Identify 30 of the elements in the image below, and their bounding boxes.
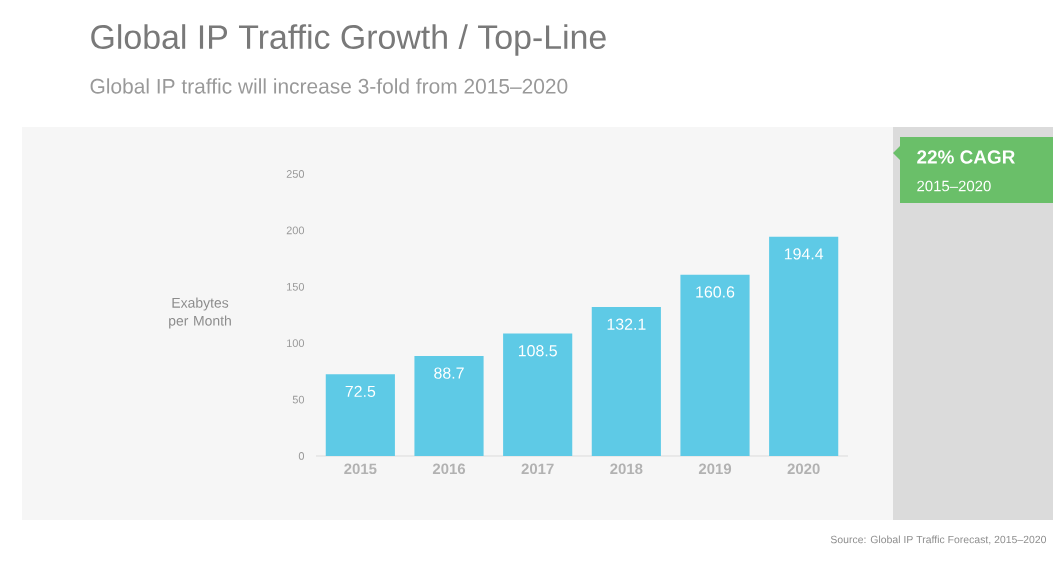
data-label: 132.1: [607, 318, 646, 330]
y-tick-label: 200: [286, 226, 305, 235]
x-tick-label: 2016: [432, 463, 466, 475]
data-label: 194.4: [784, 248, 824, 260]
data-label: 160.6: [696, 286, 735, 298]
data-label: 72.5: [345, 385, 376, 398]
source-note: Source: Global IP Traffic Forecast, 2015–2020: [830, 535, 1047, 545]
x-tick-label: 2019: [698, 463, 732, 475]
y-tick-label: 150: [287, 282, 305, 291]
bar: [591, 306, 661, 456]
bar: [414, 355, 484, 456]
y-tick-label: 100: [287, 339, 305, 348]
chart-title: Global IP Traffic Growth / Top-Line: [91, 24, 606, 56]
data-label: 108.5: [518, 345, 557, 357]
chart-subtitle: Global IP traffic will increase 3-fold from 2015–2020: [90, 78, 568, 94]
bar: [680, 274, 750, 456]
x-tick-label: 2018: [610, 463, 643, 475]
text: 22% CAGR: [917, 150, 1015, 164]
bar: [325, 374, 395, 456]
x-tick-label: 2015: [344, 463, 377, 475]
data-label: 88.7: [434, 367, 464, 379]
bar: [769, 236, 839, 456]
bar: [503, 333, 573, 456]
text: 2015–2020: [917, 180, 991, 192]
y-tick-label: 250: [286, 170, 305, 178]
y-tick-label: 0: [298, 452, 305, 460]
x-tick-label: 2017: [521, 463, 554, 475]
y-axis-title: Exabytes per Month: [169, 297, 231, 329]
y-tick-label: 50: [292, 395, 305, 404]
x-tick-label: 2020: [787, 463, 820, 475]
